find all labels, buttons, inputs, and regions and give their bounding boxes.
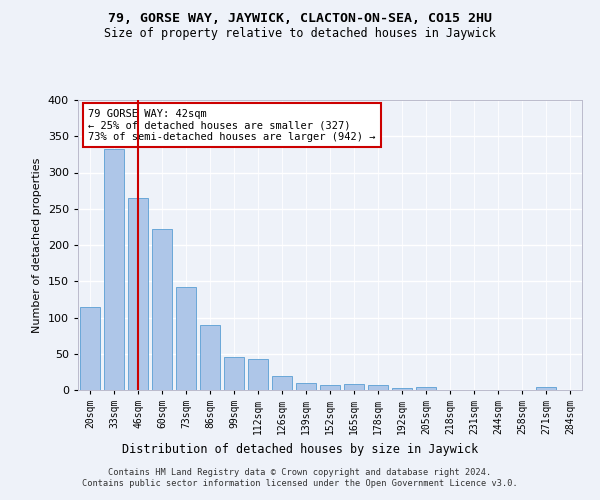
Bar xyxy=(344,384,364,390)
Text: 79, GORSE WAY, JAYWICK, CLACTON-ON-SEA, CO15 2HU: 79, GORSE WAY, JAYWICK, CLACTON-ON-SEA, … xyxy=(108,12,492,26)
Bar xyxy=(296,383,316,390)
Bar xyxy=(224,358,244,390)
Bar xyxy=(104,150,124,390)
Bar xyxy=(320,385,340,390)
Y-axis label: Number of detached properties: Number of detached properties xyxy=(32,158,42,332)
Bar xyxy=(176,287,196,390)
Bar xyxy=(536,387,556,390)
Text: 79 GORSE WAY: 42sqm
← 25% of detached houses are smaller (327)
73% of semi-detac: 79 GORSE WAY: 42sqm ← 25% of detached ho… xyxy=(88,108,376,142)
Bar xyxy=(80,306,100,390)
Bar xyxy=(368,385,388,390)
Text: Contains HM Land Registry data © Crown copyright and database right 2024.
Contai: Contains HM Land Registry data © Crown c… xyxy=(82,468,518,487)
Bar xyxy=(152,229,172,390)
Text: Distribution of detached houses by size in Jaywick: Distribution of detached houses by size … xyxy=(122,442,478,456)
Bar xyxy=(248,359,268,390)
Bar xyxy=(200,325,220,390)
Bar xyxy=(128,198,148,390)
Bar xyxy=(272,376,292,390)
Bar xyxy=(416,387,436,390)
Text: Size of property relative to detached houses in Jaywick: Size of property relative to detached ho… xyxy=(104,28,496,40)
Bar xyxy=(392,388,412,390)
